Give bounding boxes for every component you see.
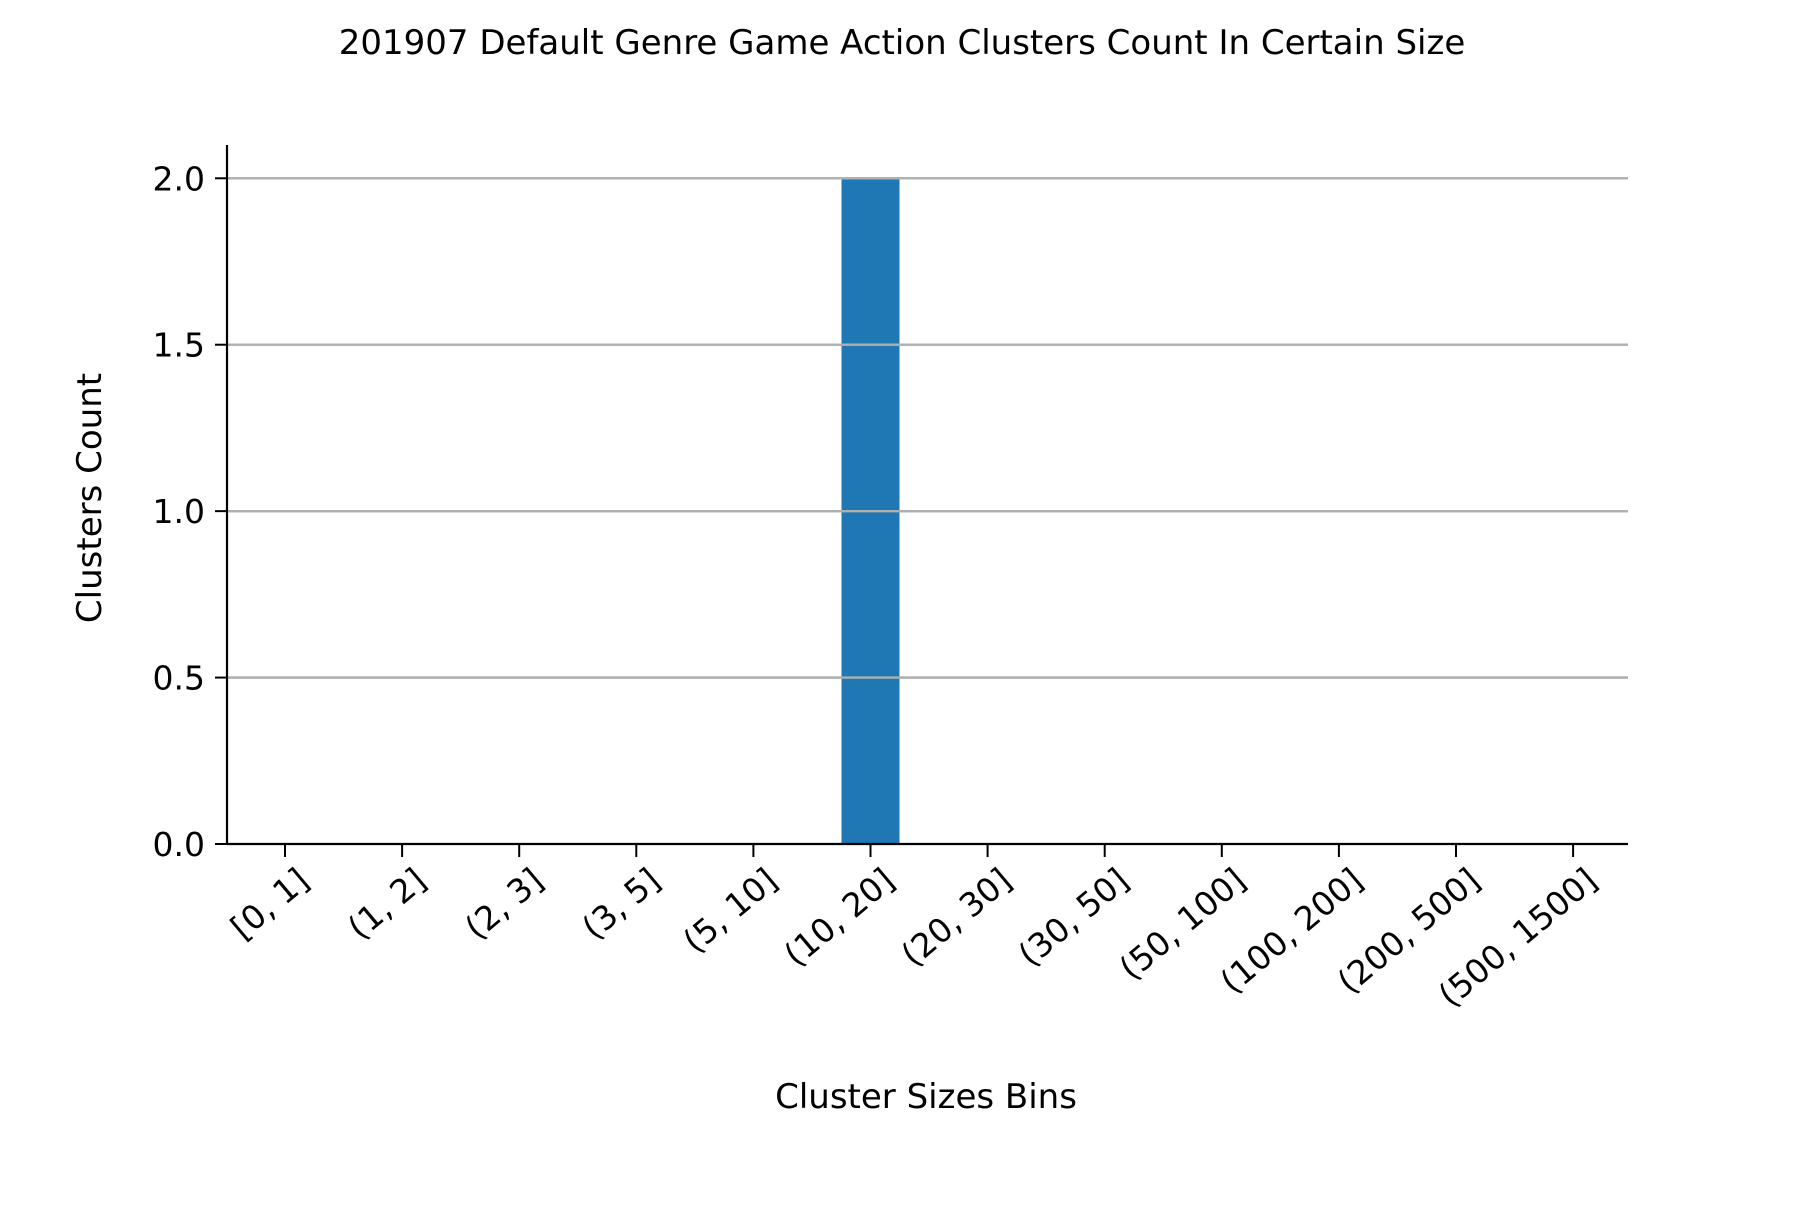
bars: [227, 177, 1628, 845]
chart-title: 201907 Default Genre Game Action Cluster…: [339, 23, 1465, 63]
x-tick-label: (20, 30]: [894, 860, 1019, 974]
x-tick-label: (10, 20]: [776, 860, 901, 974]
x-axis-label: Cluster Sizes Bins: [775, 1077, 1077, 1117]
y-tick-label: 1.5: [153, 326, 205, 365]
x-tick-label: (2, 3]: [457, 860, 550, 947]
y-tick-label: 0.5: [153, 659, 205, 698]
y-tick-label: 2.0: [153, 159, 205, 198]
x-tick-label: (5, 10]: [675, 860, 784, 960]
x-tick-label: [0, 1]: [223, 860, 316, 947]
y-tick-label: 0.0: [153, 825, 205, 864]
x-tick-label: (3, 5]: [574, 860, 667, 947]
y-axis-label: Clusters Count: [70, 373, 110, 623]
x-tick-label: (1, 2]: [340, 860, 433, 947]
axes: [225, 145, 1628, 846]
y-tick-label: 1.0: [153, 492, 205, 531]
grid-lines: [227, 177, 1628, 679]
